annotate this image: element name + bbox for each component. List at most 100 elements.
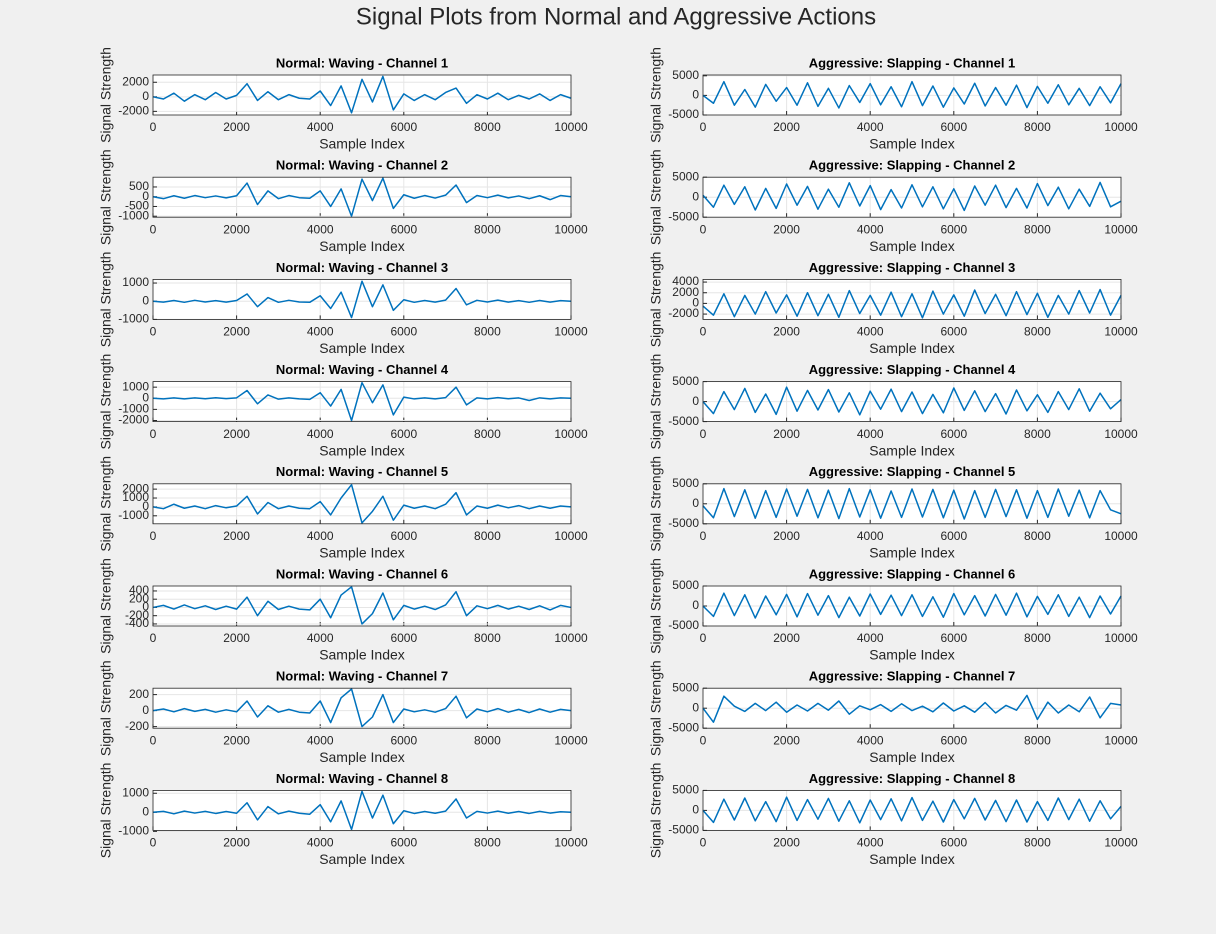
y-tick-label: 0 — [142, 89, 149, 103]
axes-box — [702, 483, 1122, 525]
x-tick-label: 8000 — [474, 529, 501, 543]
x-tick-label: 10000 — [554, 631, 588, 645]
x-tick-label: 4000 — [307, 222, 334, 236]
subplot-title: Aggressive: Slapping - Channel 8 — [809, 771, 1016, 786]
subplot-title: Normal: Waving - Channel 6 — [276, 566, 448, 581]
x-tick-label: 2000 — [773, 529, 800, 543]
subplot-title: Normal: Waving - Channel 2 — [276, 158, 448, 173]
signal-line — [702, 694, 1122, 723]
x-tick-label: 10000 — [1104, 529, 1138, 543]
x-tick-label: 4000 — [307, 529, 334, 543]
x-tick-label: 2000 — [773, 631, 800, 645]
signal-line — [152, 280, 572, 319]
y-tick-label: 1000 — [122, 275, 149, 289]
x-tick-label: 4000 — [307, 120, 334, 134]
y-tick-label: 0 — [142, 293, 149, 307]
y-tick-label: 0 — [692, 296, 699, 310]
subplot-title: Aggressive: Slapping - Channel 1 — [809, 55, 1016, 70]
y-tick-label: -500 — [125, 199, 149, 213]
x-tick-label: 8000 — [474, 733, 501, 747]
x-tick-label: 8000 — [474, 631, 501, 645]
subplot-title: Normal: Waving - Channel 7 — [276, 669, 448, 684]
x-axis-label: Sample Index — [319, 851, 405, 867]
x-tick-label: 6000 — [940, 836, 967, 850]
y-tick-label: -2000 — [668, 306, 699, 320]
x-tick-label: 2000 — [773, 733, 800, 747]
subplot-title: Aggressive: Slapping - Channel 7 — [809, 669, 1016, 684]
y-tick-label: 500 — [129, 179, 149, 193]
axes-background — [153, 483, 571, 524]
y-tick-label: 5000 — [672, 783, 699, 797]
x-tick-label: 2000 — [223, 529, 250, 543]
x-tick-label: 4000 — [857, 733, 884, 747]
subplot-title: Normal: Waving - Channel 8 — [276, 771, 448, 786]
axes-box — [152, 74, 572, 116]
y-tick-label: -2000 — [118, 413, 149, 427]
axes-background — [153, 790, 571, 831]
y-tick-label: 0 — [692, 496, 699, 510]
x-tick-label: 10000 — [1104, 222, 1138, 236]
subplot-title: Aggressive: Slapping - Channel 4 — [809, 362, 1016, 377]
y-tick-label: 2000 — [122, 74, 149, 88]
axes-box — [152, 278, 572, 320]
y-tick-label: 5000 — [672, 680, 699, 694]
x-axis-label: Sample Index — [319, 340, 405, 356]
x-tick-label: 6000 — [390, 836, 417, 850]
x-tick-label: 6000 — [940, 631, 967, 645]
x-tick-label: 10000 — [554, 427, 588, 441]
x-tick-label: 2000 — [223, 120, 250, 134]
x-tick-label: 2000 — [773, 120, 800, 134]
x-tick-label: 2000 — [223, 631, 250, 645]
x-axis-label: Sample Index — [869, 238, 955, 254]
x-tick-label: 4000 — [857, 222, 884, 236]
y-tick-label: -1000 — [118, 508, 149, 522]
y-tick-label: -200 — [125, 719, 149, 733]
x-tick-label: 8000 — [474, 836, 501, 850]
x-tick-label: 6000 — [940, 529, 967, 543]
axes-box — [152, 176, 572, 218]
x-tick-label: 0 — [700, 529, 707, 543]
y-axis-label: Signal Strength — [98, 763, 114, 859]
y-tick-label: -5000 — [668, 414, 699, 428]
y-axis-label: Signal Strength — [648, 558, 664, 654]
signal-line — [152, 75, 572, 114]
x-tick-label: 2000 — [773, 222, 800, 236]
x-axis-label: Sample Index — [319, 545, 405, 561]
x-tick-label: 2000 — [223, 427, 250, 441]
y-tick-label: 200 — [129, 687, 149, 701]
x-tick-label: 6000 — [940, 325, 967, 339]
x-axis-label: Sample Index — [869, 442, 955, 458]
y-tick-label: 5000 — [672, 578, 699, 592]
signal-line — [702, 592, 1122, 619]
axes-box — [152, 790, 572, 831]
y-axis-label: Signal Strength — [648, 354, 664, 450]
x-tick-label: 6000 — [390, 120, 417, 134]
y-tick-label: 5000 — [672, 68, 699, 82]
y-axis-label: Signal Strength — [648, 456, 664, 552]
y-tick-label: -2000 — [118, 104, 149, 118]
subplot-title: Normal: Waving - Channel 5 — [276, 464, 448, 479]
y-axis-label: Signal Strength — [98, 660, 114, 756]
x-tick-label: 0 — [700, 120, 707, 134]
y-axis-label: Signal Strength — [98, 456, 114, 552]
x-tick-label: 8000 — [1024, 631, 1051, 645]
x-axis-label: Sample Index — [869, 340, 955, 356]
x-tick-label: 6000 — [940, 427, 967, 441]
x-tick-label: 2000 — [773, 325, 800, 339]
x-tick-label: 6000 — [390, 222, 417, 236]
x-tick-label: 0 — [150, 836, 157, 850]
x-tick-label: 6000 — [390, 529, 417, 543]
x-tick-label: 4000 — [857, 631, 884, 645]
axes-box — [152, 381, 572, 423]
y-tick-label: 4000 — [672, 274, 699, 288]
x-axis-label: Sample Index — [869, 749, 955, 765]
axes-background — [703, 279, 1121, 320]
subplot-title: Aggressive: Slapping - Channel 2 — [809, 158, 1016, 173]
y-axis-label: Signal Strength — [98, 149, 114, 245]
x-tick-label: 0 — [700, 733, 707, 747]
y-tick-label: 0 — [142, 703, 149, 717]
x-tick-label: 6000 — [390, 427, 417, 441]
subplot-title: Normal: Waving - Channel 1 — [276, 55, 448, 70]
